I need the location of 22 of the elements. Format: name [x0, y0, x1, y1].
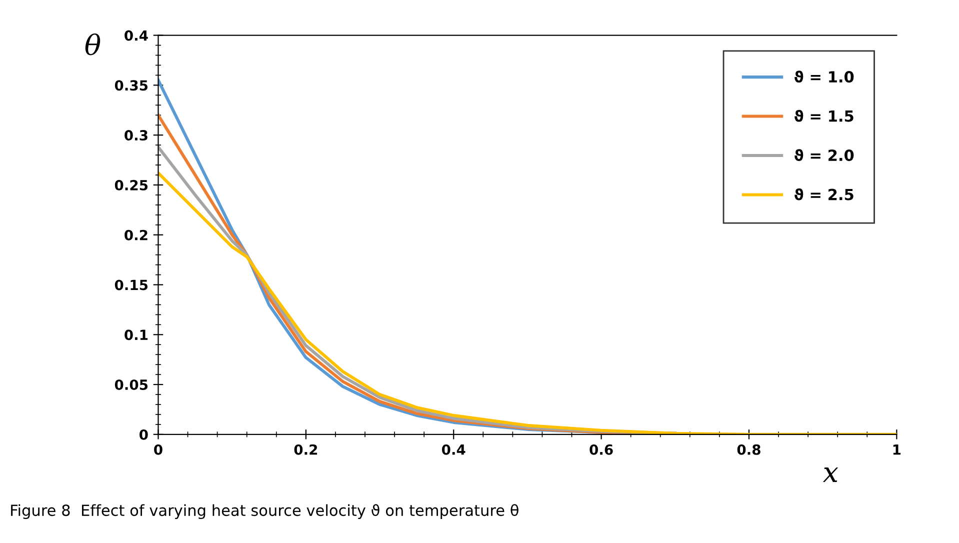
y-tick-label: 0.15: [114, 280, 148, 290]
x-tick-label: 0.8: [737, 444, 760, 455]
y-tick-label: 0.2: [124, 230, 148, 240]
x-tick-label: 0.2: [294, 444, 318, 455]
y-tick-label: 0: [140, 429, 148, 440]
y-tick-label: 0.05: [114, 379, 148, 390]
y-tick-label: 0.25: [114, 180, 148, 190]
y-tick-label: 0.3: [124, 130, 148, 141]
legend-label: ϑ = 2.5: [794, 188, 854, 200]
x-tick-label: 0.6: [590, 444, 613, 455]
y-tick-label: 0.35: [114, 80, 148, 91]
x-tick-label: 0.4: [442, 444, 466, 455]
legend-label: ϑ = 1.5: [794, 110, 854, 122]
x-tick-label: 0: [154, 444, 162, 455]
y-tick-label: 0.4: [124, 30, 148, 41]
legend-label: ϑ = 1.0: [794, 70, 854, 83]
y-tick-label: 0.1: [124, 330, 148, 340]
y-axis-title: θ: [85, 34, 100, 56]
legend-label: ϑ = 2.0: [794, 149, 854, 162]
caption: Figure 8 Effect of varying heat source velocity ϑ on temperature θ: [11, 504, 518, 520]
x-tick-label: 1: [893, 444, 901, 455]
x-axis-title: x: [822, 468, 838, 482]
